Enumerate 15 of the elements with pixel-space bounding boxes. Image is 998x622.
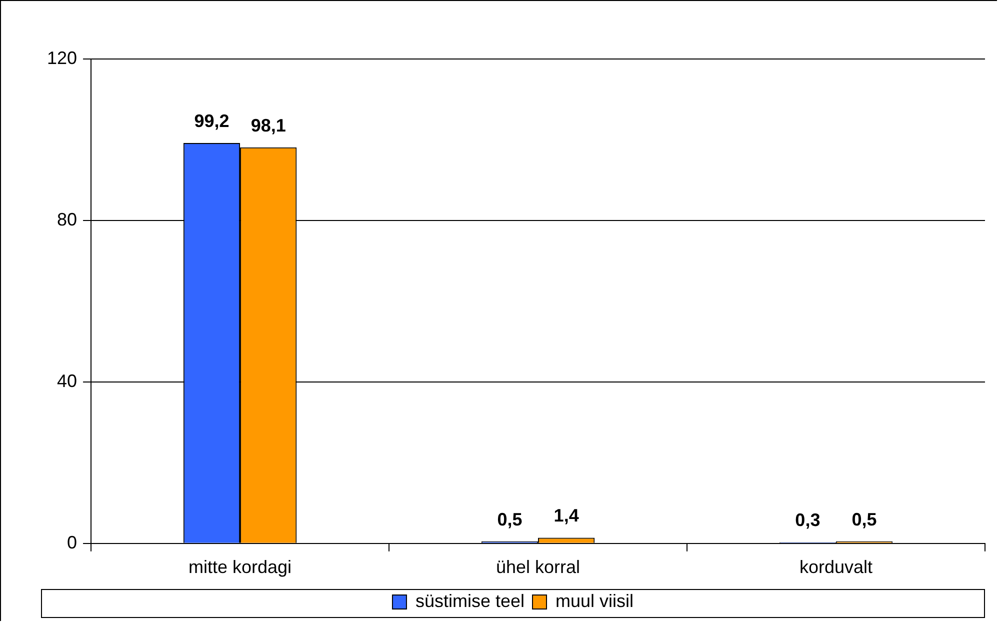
- x-tick-label: korduvalt: [799, 557, 873, 578]
- x-tick-label: mitte kordagi: [188, 557, 292, 578]
- data-label: 0,3: [795, 510, 820, 530]
- y-tick-label: 120: [46, 48, 78, 68]
- data-label: 1,4: [554, 506, 579, 526]
- data-label: 99,2: [194, 110, 230, 131]
- data-label: 0,5: [497, 509, 522, 530]
- y-tick-label: 80: [57, 209, 78, 230]
- legend-label: muul viisil: [556, 590, 634, 611]
- data-label: 0,5: [852, 509, 877, 530]
- legend-label: süstimise teel: [415, 590, 525, 611]
- y-tick-label: 40: [57, 370, 78, 391]
- y-tick-label: 0: [67, 532, 78, 552]
- data-label: 98,1: [250, 115, 286, 136]
- x-tick-label: ühel korral: [496, 557, 580, 578]
